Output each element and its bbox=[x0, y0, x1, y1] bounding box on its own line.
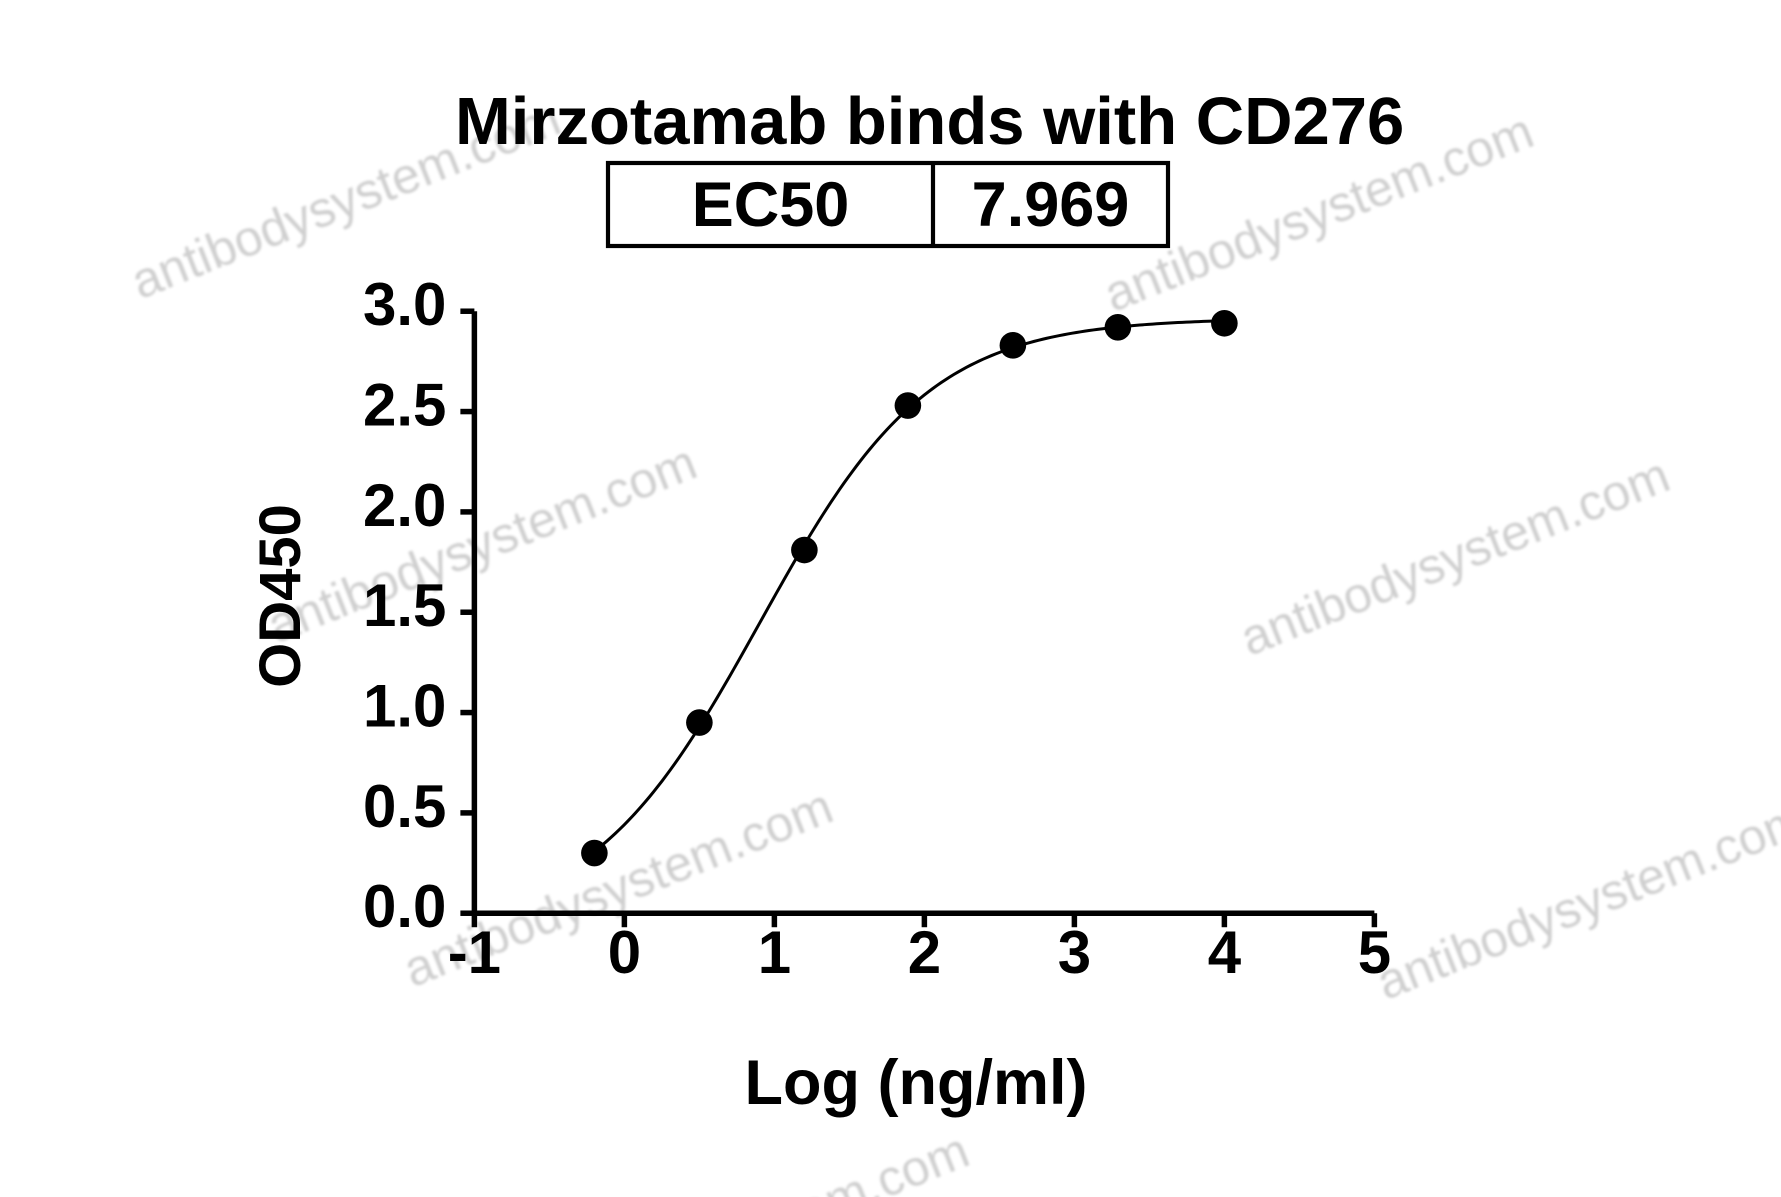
svg-text:0.5: 0.5 bbox=[363, 773, 446, 840]
svg-text:1.0: 1.0 bbox=[363, 673, 446, 740]
svg-text:OD450: OD450 bbox=[248, 504, 313, 688]
svg-text:Mirzotamab binds with CD276: Mirzotamab binds with CD276 bbox=[455, 84, 1404, 159]
svg-text:0.0: 0.0 bbox=[363, 873, 446, 940]
svg-text:2.0: 2.0 bbox=[363, 472, 446, 539]
svg-text:5: 5 bbox=[1358, 919, 1391, 986]
svg-text:Log (ng/ml): Log (ng/ml) bbox=[745, 1048, 1088, 1118]
svg-text:4: 4 bbox=[1208, 919, 1242, 986]
svg-text:2.5: 2.5 bbox=[363, 372, 446, 439]
svg-text:1.5: 1.5 bbox=[363, 572, 446, 639]
svg-text:0: 0 bbox=[608, 919, 641, 986]
svg-text:1: 1 bbox=[758, 919, 791, 986]
svg-text:7.969: 7.969 bbox=[972, 170, 1130, 240]
svg-text:2: 2 bbox=[908, 919, 941, 986]
svg-text:3: 3 bbox=[1058, 919, 1091, 986]
svg-text:EC50: EC50 bbox=[692, 170, 850, 240]
svg-text:3.0: 3.0 bbox=[363, 271, 446, 338]
svg-text:-1: -1 bbox=[448, 919, 501, 986]
